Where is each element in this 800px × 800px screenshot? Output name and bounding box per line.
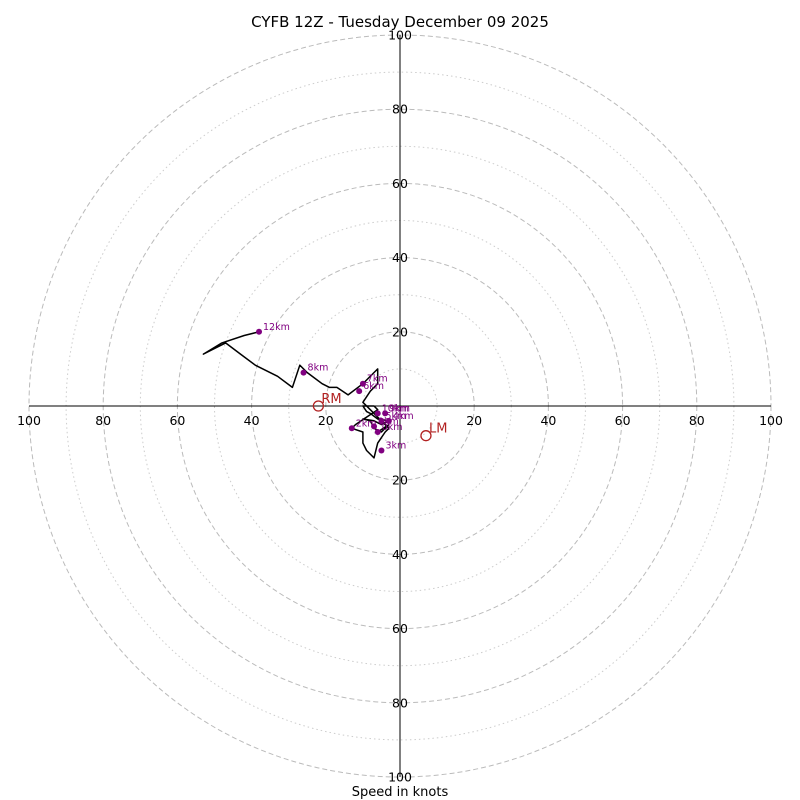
y-tick-label: 60 (392, 176, 408, 191)
storm-motion-marker (420, 430, 432, 442)
y-tick-label: 40 (392, 250, 408, 265)
y-tick-label: 20 (392, 324, 408, 339)
x-axis-label: Speed in knots (352, 785, 449, 800)
height-marker-label: 6km (363, 381, 384, 392)
x-tick-label: 60 (169, 413, 185, 428)
storm-motion-markers: RM LM (312, 392, 447, 442)
height-marker-label: 8km (308, 363, 329, 374)
x-tick-label: 40 (540, 413, 556, 428)
height-marker-label: 3km (385, 441, 406, 452)
height-marker-point (382, 410, 389, 417)
x-tick-label: 20 (466, 413, 482, 428)
height-marker-point (378, 417, 385, 424)
height-markers: 0km1km2km3km4km5km6km7km8km12km9km10km (256, 322, 414, 454)
height-marker-point (374, 410, 381, 417)
axes (29, 35, 771, 777)
height-marker-point (371, 423, 378, 430)
storm-motion-label: RM (321, 392, 341, 407)
height-marker-point (356, 388, 363, 395)
x-tick-label: 80 (689, 413, 705, 428)
x-tick-label: 40 (244, 413, 260, 428)
x-tick-label: 80 (95, 413, 111, 428)
axis-ticks: 20 40 60 80 100 100 80 60 40 20 20 40 60 80 100 20 40 60 8… (17, 28, 783, 785)
height-marker-point (300, 369, 307, 376)
x-tick-label: 20 (318, 413, 334, 428)
y-tick-label: 60 (392, 621, 408, 636)
height-marker-point (359, 380, 366, 387)
y-tick-label: 20 (392, 473, 408, 488)
height-marker-point (374, 428, 381, 435)
wind-trace (202, 331, 390, 459)
height-marker-label: 10km (382, 403, 409, 414)
x-tick-label: 100 (759, 413, 783, 428)
y-tick-label: 40 (392, 547, 408, 562)
wind-trace-line (202, 331, 390, 459)
storm-motion-marker (312, 400, 325, 412)
height-marker-point (378, 447, 385, 454)
x-tick-label: 60 (615, 413, 631, 428)
height-marker-label: 2km (356, 418, 377, 429)
height-marker-label: 12km (263, 322, 290, 333)
height-marker-point (348, 425, 355, 432)
y-tick-label: 80 (392, 102, 408, 117)
y-tick-label: 100 (388, 28, 412, 43)
height-marker-label: 4km (393, 411, 414, 422)
height-marker-point (256, 328, 263, 335)
height-marker-label: 0km (382, 422, 403, 433)
y-tick-label: 100 (388, 770, 412, 785)
x-tick-label: 100 (17, 413, 41, 428)
height-marker-label: 7km (367, 374, 388, 385)
chart-title: CYFB 12Z - Tuesday December 09 2025 (251, 13, 549, 31)
height-marker-label: 5km (385, 411, 406, 422)
y-tick-label: 80 (392, 695, 408, 710)
storm-motion-label: LM (429, 422, 447, 437)
height-marker-label: 9km (389, 403, 410, 414)
height-marker-point (385, 417, 392, 424)
